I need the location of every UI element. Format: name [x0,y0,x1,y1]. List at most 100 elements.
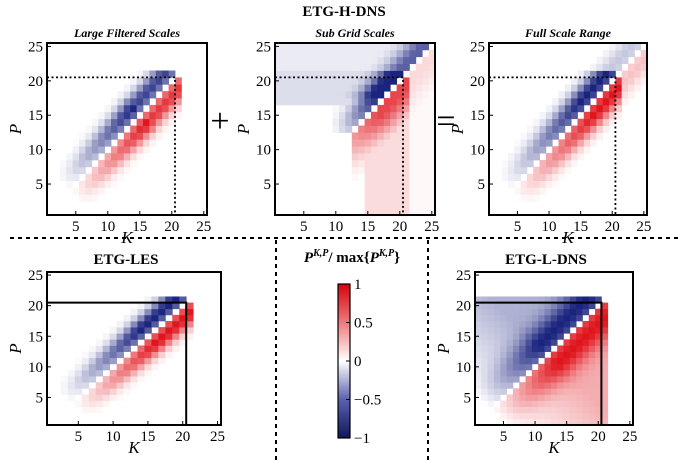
heatmap-cell [545,153,553,161]
heatmap-cell [493,345,501,352]
heatmap-cell [544,308,552,316]
heatmap-cell [601,357,609,365]
heatmap-cell [136,153,144,161]
heatmap-cell [409,49,417,58]
heatmap-cell [319,91,327,99]
heatmap-cell [582,400,590,408]
heatmap-cell [538,320,545,328]
heatmap-cell [531,327,539,334]
heatmap-cell [602,98,610,106]
heatmap-cell [364,139,372,147]
heatmap-cell [396,98,404,106]
heatmap-cell [390,98,397,106]
heatmap-cell [582,369,590,377]
heatmap-cell [123,84,131,92]
heatmap-cell [358,49,365,58]
heatmap-cell [364,132,372,140]
heatmap-cell [500,314,507,322]
heatmap-cell [358,153,365,161]
heatmap-cell [531,376,539,383]
heatmap-cell [525,406,533,414]
heatmap-cell [186,327,194,334]
heatmap-cell [67,382,76,389]
heatmap-cell [109,333,117,340]
heatmap-cell [130,91,137,99]
heatmap-cell [307,84,314,92]
heatmap-cell [102,339,111,346]
heatmap-cell [123,382,131,389]
heatmap-cell [339,111,346,120]
heatmap-cell [582,296,590,303]
heatmap-cell [332,125,340,133]
heatmap-cell [104,132,112,140]
heatmap-cell [158,314,166,322]
heatmap-cell [602,104,610,113]
y-tick-label: 20 [28,74,43,90]
heatmap-cell [88,369,97,377]
heatmap-cell [172,314,180,322]
heatmap-cell [596,70,604,78]
panel-title: ETG-LES [93,252,158,268]
heatmap-cell [130,111,137,120]
heatmap-cell [403,146,410,154]
heatmap-cell [595,339,602,346]
heatmap-cell [531,388,539,395]
heatmap-cell [520,194,528,202]
heatmap-cell [390,43,397,51]
heatmap-cell [109,369,117,377]
heatmap-cell [552,159,559,168]
y-axis-label: P [6,343,25,354]
heatmap-cell [371,98,378,106]
heatmap-cell [332,49,340,58]
heatmap-cell [275,70,282,78]
heatmap-cell [531,369,539,377]
heatmap-cell [514,159,521,168]
heatmap-cell [493,351,501,359]
heatmap-cell [144,357,152,365]
heatmap-cell [377,159,385,168]
heatmap-cell [137,308,145,316]
heatmap-cell [544,406,552,414]
plus-sign: + [210,103,229,140]
heatmap-cell [576,406,583,414]
heatmap-cell [493,320,501,328]
heatmap-cell [85,180,93,188]
heatmap-cell [621,98,629,106]
heatmap-cell [332,118,340,126]
heatmap-cell [339,63,346,71]
heatmap-cell [403,139,410,147]
heatmap-cell [104,173,112,181]
colorbar-label-mid: / max{ [327,250,369,266]
heatmap-cell [130,98,137,106]
heatmap-cell [415,194,423,202]
heatmap-cell [102,363,111,371]
heatmap-cell [151,339,159,346]
heatmap-cell [172,327,180,334]
heatmap-cell [158,345,166,352]
heatmap-cell [332,91,340,99]
heatmap-cell [300,77,308,85]
heatmap-cell [428,146,436,154]
heatmap-cell [526,173,534,181]
heatmap-cell [506,412,514,420]
heatmap-cell [117,173,125,181]
heatmap-cell [351,159,359,168]
heatmap-cell [143,70,150,78]
heatmap-cell [149,77,157,85]
heatmap-cell [332,104,340,113]
heatmap-cell [371,153,378,161]
heatmap-cell [371,56,378,65]
heatmap-cell [506,363,514,371]
heatmap-cell [512,388,520,395]
heatmap-cell [576,412,583,420]
heatmap-cell [558,104,566,113]
heatmap-cell [506,314,514,322]
heatmap-cell [602,70,610,78]
heatmap-cell [596,118,604,126]
heatmap-cell [545,104,553,113]
heatmap-cell [287,49,295,58]
heatmap-cell [390,180,397,188]
heatmap-cell [506,357,514,365]
heatmap-cell [307,77,314,85]
